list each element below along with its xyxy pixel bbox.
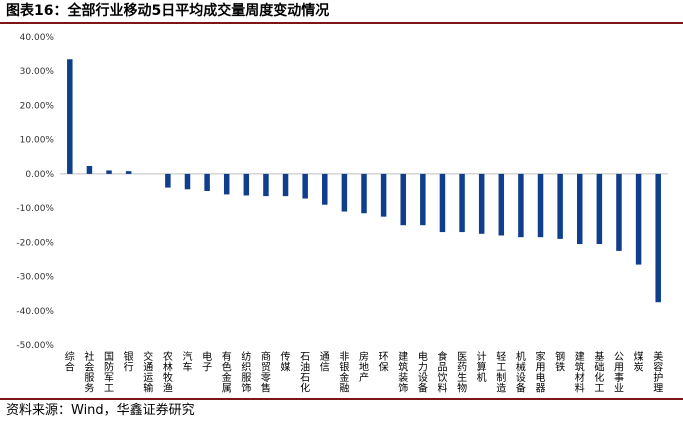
x-category-label: 轻工制造 <box>496 350 506 395</box>
bar <box>341 173 348 212</box>
bar <box>400 173 406 226</box>
bar <box>439 173 446 233</box>
bar <box>576 173 583 245</box>
y-tick-label: 40.00% <box>20 33 55 43</box>
bar <box>302 173 308 199</box>
x-category-label: 汽车 <box>182 350 192 374</box>
x-category-label: 电力设备 <box>418 350 428 395</box>
x-category-label: 有色金属 <box>222 350 232 395</box>
x-category-label: 食品饮料 <box>437 350 447 395</box>
bar <box>106 170 112 174</box>
y-tick-label: -30.00% <box>16 273 54 283</box>
bar <box>165 173 171 188</box>
x-category-label: 煤炭 <box>634 350 644 374</box>
x-category-label: 医药生物 <box>457 351 467 395</box>
bar <box>263 173 269 197</box>
x-category-label: 传媒 <box>281 351 291 374</box>
x-category-label: 建筑材料 <box>575 350 585 395</box>
x-category-label: 建筑装饰 <box>398 350 408 395</box>
bar <box>635 173 642 265</box>
y-tick-label: -20.00% <box>16 238 54 248</box>
y-tick-label: -10.00% <box>16 204 54 214</box>
x-category-label: 国防军工 <box>104 351 114 395</box>
bar <box>655 173 661 303</box>
x-category-label: 计算机 <box>477 350 487 384</box>
x-category-label: 石油石化 <box>300 352 310 395</box>
source-divider <box>0 398 683 400</box>
bar <box>459 173 465 233</box>
x-category-label: 美容护理 <box>653 350 663 395</box>
bar <box>361 173 367 214</box>
y-tick-label: 20.00% <box>20 101 55 111</box>
x-category-label: 房地产 <box>359 350 369 384</box>
y-tick-label: -40.00% <box>16 307 54 317</box>
x-category-label: 交通运输 <box>143 350 153 395</box>
x-category-label: 非银金融 <box>339 351 349 395</box>
bar <box>596 173 603 245</box>
bar <box>67 59 73 174</box>
x-category-label: 钢铁 <box>555 350 565 374</box>
x-category-label: 电子 <box>202 350 212 374</box>
y-tick-label: 0.00% <box>25 170 54 180</box>
bar <box>125 171 132 174</box>
x-category-label: 家用电器 <box>536 350 546 395</box>
bar <box>204 173 210 191</box>
bar <box>184 173 191 190</box>
bar <box>282 173 289 197</box>
x-category-label: 社会服务 <box>84 350 94 395</box>
y-axis: 40.00% 30.00% 20.00% 10.00% 0.00% -10.00% -20.… <box>16 33 54 351</box>
title-divider <box>0 22 683 24</box>
x-category-label: 环保 <box>379 352 389 374</box>
x-category-label: 基础化工 <box>594 350 604 395</box>
bar <box>518 173 524 238</box>
x-category-label: 商贸零售 <box>261 350 271 395</box>
bar <box>478 173 485 234</box>
bar <box>223 173 230 195</box>
x-category-label: 银行 <box>124 350 134 374</box>
bar <box>86 166 93 174</box>
bar <box>537 173 544 238</box>
y-tick-label: 10.00% <box>20 136 55 146</box>
x-category-label: 机械设备 <box>516 350 526 395</box>
bar <box>498 173 505 236</box>
x-category-label: 综合 <box>65 350 75 374</box>
x-category-label: 通信 <box>320 351 330 374</box>
bar <box>616 173 622 251</box>
bar <box>322 173 328 205</box>
x-category-label: 纺织服饰 <box>241 350 251 395</box>
bar <box>420 173 426 226</box>
figure-title: 图表16：全部行业移动5日平均成交量周度变动情况 <box>6 3 330 19</box>
x-category-label: 农林牧渔 <box>163 350 173 395</box>
bar <box>243 173 250 196</box>
source-note: 资料来源：Wind，华鑫证券研究 <box>6 403 195 418</box>
x-category-label: 公用事业 <box>614 352 624 395</box>
bar <box>557 173 563 239</box>
bar <box>380 173 387 217</box>
y-tick-label: 30.00% <box>20 67 55 77</box>
bar-chart: 40.00% 30.00% 20.00% 10.00% 0.00% -10.00% -20.… <box>16 33 668 395</box>
x-axis-labels: 综合社会服务国防军工银行交通运输农林牧渔汽车电子有色金属纺织服饰商贸零售传媒石油… <box>65 350 663 395</box>
bar-series <box>67 59 661 303</box>
y-tick-label: -50.00% <box>16 341 54 351</box>
